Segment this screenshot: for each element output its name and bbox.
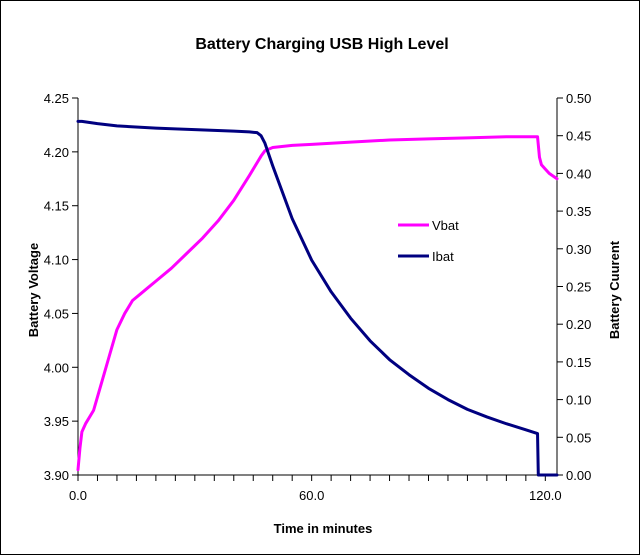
y-right-tick-label: 0.15	[566, 355, 591, 370]
x-tick-label: 60.0	[299, 488, 324, 503]
series-layer	[76, 119, 559, 477]
series-line-vbat	[76, 135, 559, 472]
chart-title: Battery Charging USB High Level	[195, 36, 448, 53]
y-right-tick-label: 0.10	[566, 393, 591, 408]
y-right-tick-label: 0.05	[566, 430, 591, 445]
y-left-tick-label: 3.90	[44, 468, 69, 483]
y-left-tick-label: 4.20	[44, 145, 69, 160]
y-right-tick-label: 0.30	[566, 242, 591, 257]
legend-label-vbat: Vbat	[432, 218, 459, 233]
y-right-tick-label: 0.45	[566, 129, 591, 144]
legend-label-ibat: Ibat	[432, 249, 454, 264]
x-tick-label: 0.0	[69, 488, 87, 503]
y-left-tick-label: 4.10	[44, 253, 69, 268]
x-tick-label: 120.0	[529, 488, 562, 503]
y-left-tick-label: 3.95	[44, 414, 69, 429]
y-axis-left-title: Battery Voltage	[26, 243, 41, 337]
axes: 0.0 60.0 120.0 4.25 4.20 4.15 4.10 4.05 4.00 3.95…	[44, 91, 592, 503]
y-right-tick-label: 0.20	[566, 317, 591, 332]
legend: Vbat Ibat	[398, 218, 459, 264]
y-right-tick-label: 0.50	[566, 91, 591, 106]
y-axis-right-title: Battery Cuurent	[607, 240, 622, 339]
y-left-tick-label: 4.00	[44, 360, 69, 375]
y-left-tick-label: 4.15	[44, 199, 69, 214]
y-left-tick-label: 4.25	[44, 91, 69, 106]
y-right-tick-label: 0.00	[566, 468, 591, 483]
y-right-tick-label: 0.40	[566, 166, 591, 181]
y-right-tick-label: 0.35	[566, 204, 591, 219]
series-line-ibat	[76, 119, 559, 477]
y-left-tick-label: 4.05	[44, 306, 69, 321]
y-right-tick-label: 0.25	[566, 280, 591, 295]
x-axis-title: Time in minutes	[274, 521, 373, 536]
